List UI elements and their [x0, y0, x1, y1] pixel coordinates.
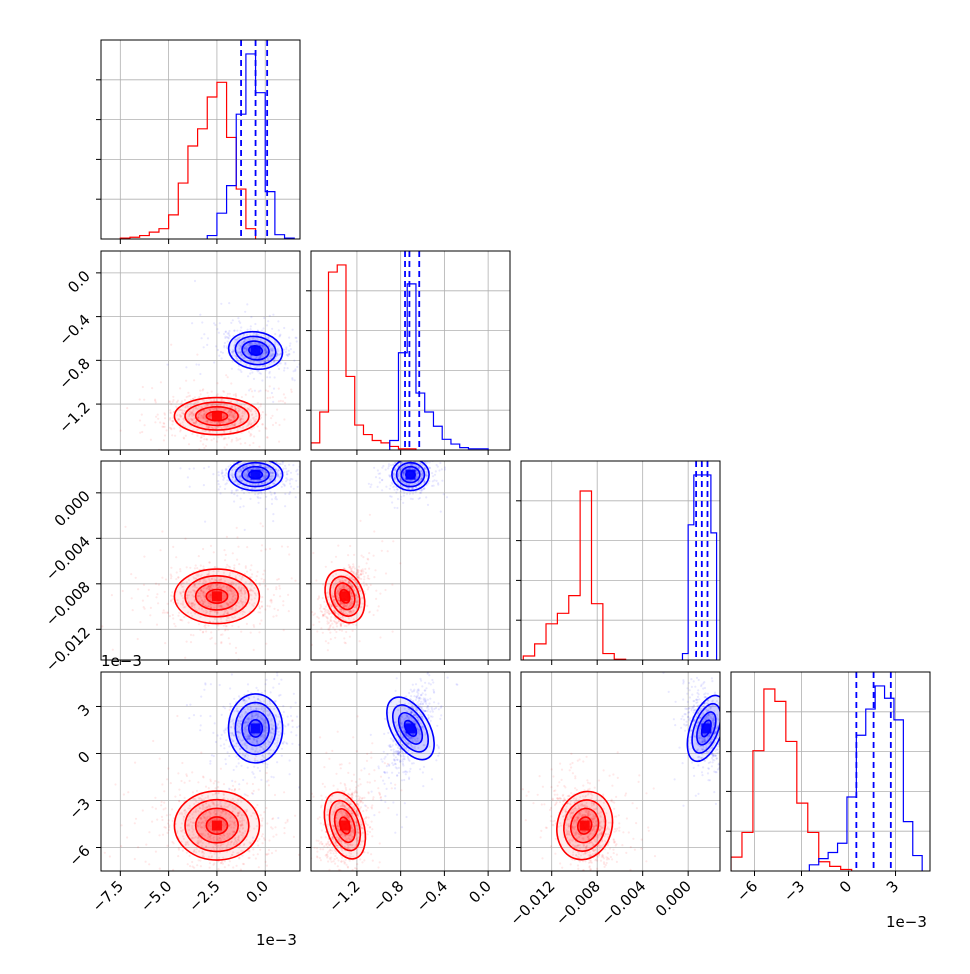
- x-tick-label: −3: [780, 877, 808, 905]
- x-tick-label: −2.5: [185, 877, 223, 915]
- scatter-panel-3-1: [310, 671, 510, 871]
- diag-panel-3: [726, 672, 930, 871]
- x-tick-label: −6: [733, 877, 761, 905]
- y-tick-label: 0: [74, 748, 93, 767]
- series-a-histogram: [523, 491, 625, 660]
- scatter-area: [522, 672, 733, 872]
- y-tick-label: −0.4: [55, 311, 93, 349]
- series-a-peak: [580, 821, 590, 831]
- scatter-panel-3-0: [101, 672, 300, 871]
- x-tick-label: 0.000: [652, 877, 695, 920]
- series-a-histogram: [120, 82, 255, 239]
- histogram-area: [120, 40, 294, 239]
- series-a-peak: [212, 821, 222, 831]
- x-tick-label: −7.5: [89, 877, 127, 915]
- x-scale-label-0: 1e−3: [256, 931, 297, 949]
- y-tick-label: −3: [65, 795, 93, 823]
- panel-frame: [731, 672, 930, 871]
- y-tick-label: −0.004: [42, 532, 94, 584]
- scatter-area: [101, 459, 301, 661]
- histogram-area: [523, 461, 716, 660]
- panel-frame: [311, 251, 510, 450]
- series-a-histogram: [731, 689, 852, 871]
- series-b-histogram: [682, 475, 716, 660]
- diag-panel-1: [306, 251, 510, 450]
- histogram-area: [311, 251, 488, 450]
- scatter-panel-1-0: [101, 251, 301, 451]
- scatter-panel-2-0: [101, 459, 301, 661]
- scatter-area: [120, 280, 301, 451]
- diag-panel-0: [96, 40, 300, 239]
- series-a-peak: [212, 591, 222, 601]
- y-tick-label: 3: [74, 701, 93, 720]
- y-tick-label: 0.000: [51, 487, 94, 530]
- x-tick-label: 0.0: [242, 877, 272, 907]
- x-tick-label: −0.008: [552, 877, 604, 929]
- x-tick-label: −0.004: [598, 877, 650, 929]
- scatter-panel-2-1: [311, 459, 510, 660]
- y-tick-label: −1.2: [55, 398, 93, 436]
- scatter-area: [310, 671, 458, 871]
- series-a-histogram: [311, 265, 416, 450]
- x-tick-label: −0.8: [369, 877, 407, 915]
- x-tick-label: 3: [883, 877, 902, 896]
- y-tick-label: −0.8: [55, 354, 93, 392]
- histogram-area: [731, 672, 922, 871]
- series-b-peak: [251, 723, 261, 733]
- x-tick-label: −0.012: [507, 877, 559, 929]
- scatter-panel-3-2: [521, 672, 733, 872]
- scatter-area: [311, 459, 448, 652]
- scatter-area: [104, 672, 301, 871]
- x-scale-label-3: 1e−3: [886, 913, 927, 931]
- x-tick-label: −0.4: [413, 877, 451, 915]
- x-tick-label: −5.0: [137, 877, 175, 915]
- series-b-histogram: [207, 54, 294, 239]
- diag-panel-2: [516, 461, 720, 660]
- series-a-peak: [212, 411, 222, 421]
- y-tick-label: −6: [65, 842, 93, 870]
- x-tick-label: 0.0: [465, 877, 495, 907]
- panel-frame: [521, 672, 720, 871]
- y-tick-label: −0.012: [42, 623, 94, 675]
- panel-frame: [521, 461, 720, 660]
- y-scale-label-3: 1e−3: [101, 652, 142, 670]
- x-tick-label: −1.2: [325, 877, 363, 915]
- y-tick-label: 0.0: [64, 267, 94, 297]
- panel-frame: [101, 40, 300, 239]
- x-tick-label: 0: [836, 877, 855, 896]
- series-b-histogram: [809, 686, 922, 871]
- y-tick-label: −0.008: [42, 578, 94, 630]
